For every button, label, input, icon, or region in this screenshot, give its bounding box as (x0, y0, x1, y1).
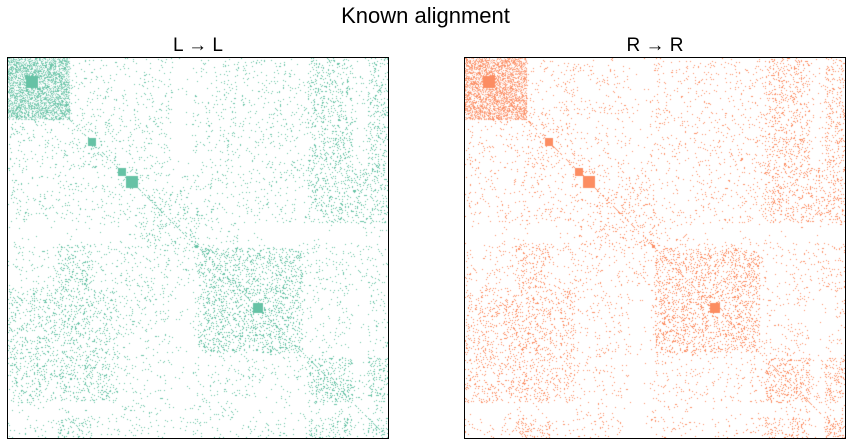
left-adjacency-plot (7, 57, 389, 439)
right-adjacency-canvas (465, 58, 845, 438)
left-adjacency-canvas (8, 58, 388, 438)
right-panel-title: R → R (626, 35, 684, 56)
figure-suptitle: Known alignment (341, 3, 510, 28)
left-panel-title: L → L (173, 35, 223, 56)
right-adjacency-plot (464, 57, 846, 439)
